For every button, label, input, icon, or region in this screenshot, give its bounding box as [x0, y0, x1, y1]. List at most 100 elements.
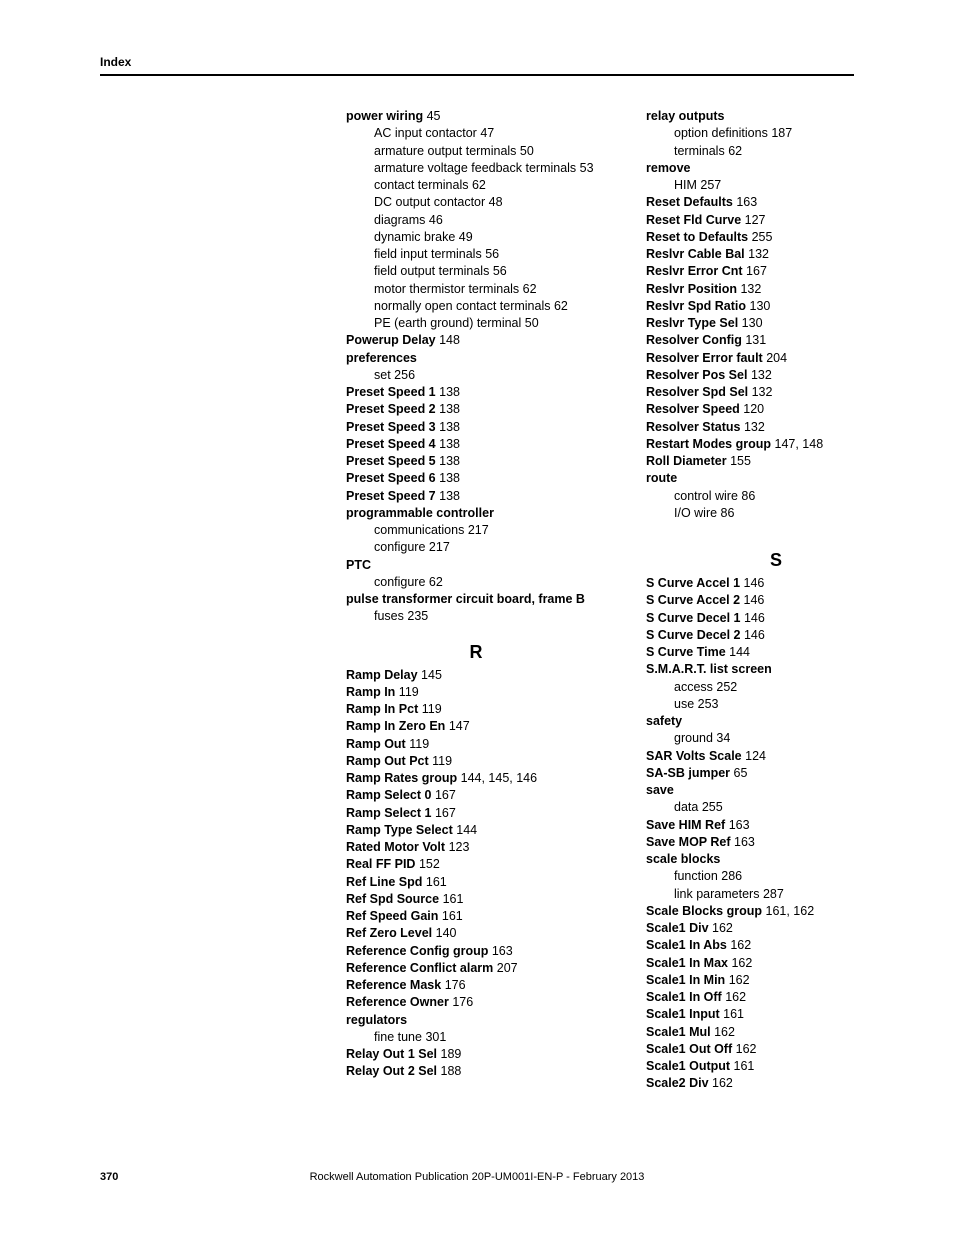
index-entry: Relay Out 2 Sel 188	[346, 1063, 606, 1080]
index-entry: Ref Spd Source 161	[346, 891, 606, 908]
index-subentry: field output terminals 56	[346, 263, 606, 280]
index-subentry: field input terminals 56	[346, 246, 606, 263]
index-columns: power wiring 45 AC input contactor 47 ar…	[346, 108, 906, 1093]
index-entry: Reference Config group 163	[346, 943, 606, 960]
index-subentry: access 252	[646, 679, 906, 696]
index-entry: power wiring 45	[346, 108, 606, 125]
index-subentry: AC input contactor 47	[346, 125, 606, 142]
index-entry: Scale1 Output 161	[646, 1058, 906, 1075]
index-entry: Ramp Out 119	[346, 736, 606, 753]
index-subentry: DC output contactor 48	[346, 194, 606, 211]
index-entry: Roll Diameter 155	[646, 453, 906, 470]
index-entry: Ramp In Zero En 147	[346, 718, 606, 735]
index-entry: Ref Speed Gain 161	[346, 908, 606, 925]
index-entry: S Curve Accel 2 146	[646, 592, 906, 609]
index-entry: Reslvr Spd Ratio 130	[646, 298, 906, 315]
index-entry: Scale Blocks group 161, 162	[646, 903, 906, 920]
index-entry: Reslvr Error Cnt 167	[646, 263, 906, 280]
index-subentry: diagrams 46	[346, 212, 606, 229]
index-subentry: contact terminals 62	[346, 177, 606, 194]
index-subentry: fine tune 301	[346, 1029, 606, 1046]
index-entry: Ramp Rates group 144, 145, 146	[346, 770, 606, 787]
index-entry: Ramp Out Pct 119	[346, 753, 606, 770]
page-number: 370	[100, 1171, 118, 1183]
index-page: 45	[427, 109, 441, 123]
index-entry: Scale1 In Max 162	[646, 955, 906, 972]
index-subentry: communications 217	[346, 522, 606, 539]
index-entry: Resolver Status 132	[646, 419, 906, 436]
index-subentry: set 256	[346, 367, 606, 384]
index-entry: Powerup Delay 148	[346, 332, 606, 349]
section-letter-s: S	[646, 550, 906, 571]
index-entry: Reference Owner 176	[346, 994, 606, 1011]
index-entry: Reset Fld Curve 127	[646, 212, 906, 229]
index-entry: Preset Speed 2 138	[346, 401, 606, 418]
index-entry: Ref Zero Level 140	[346, 925, 606, 942]
index-subentry: armature output terminals 50	[346, 143, 606, 160]
index-subentry: use 253	[646, 696, 906, 713]
index-entry: Preset Speed 5 138	[346, 453, 606, 470]
index-entry: SAR Volts Scale 124	[646, 748, 906, 765]
index-entry: programmable controller	[346, 505, 606, 522]
index-entry: Scale1 In Off 162	[646, 989, 906, 1006]
index-entry: S Curve Decel 1 146	[646, 610, 906, 627]
index-entry: Resolver Pos Sel 132	[646, 367, 906, 384]
page-footer: 370 Rockwell Automation Publication 20P-…	[100, 1171, 854, 1183]
index-subentry: configure 62	[346, 574, 606, 591]
index-subentry: I/O wire 86	[646, 505, 906, 522]
index-subentry: HIM 257	[646, 177, 906, 194]
index-entry: remove	[646, 160, 906, 177]
index-entry: Ramp Delay 145	[346, 667, 606, 684]
index-entry: Scale1 In Abs 162	[646, 937, 906, 954]
index-entry: Reslvr Cable Bal 132	[646, 246, 906, 263]
index-entry: Reset Defaults 163	[646, 194, 906, 211]
index-entry: Ramp Select 1 167	[346, 805, 606, 822]
index-entry: S.M.A.R.T. list screen	[646, 661, 906, 678]
index-entry: Reslvr Position 132	[646, 281, 906, 298]
index-entry: Scale1 Mul 162	[646, 1024, 906, 1041]
index-entry: Scale1 In Min 162	[646, 972, 906, 989]
index-entry: Scale2 Div 162	[646, 1075, 906, 1092]
index-entry: Reslvr Type Sel 130	[646, 315, 906, 332]
index-entry: S Curve Accel 1 146	[646, 575, 906, 592]
index-entry: S Curve Decel 2 146	[646, 627, 906, 644]
index-subentry: PE (earth ground) terminal 50	[346, 315, 606, 332]
index-entry: Resolver Error fault 204	[646, 350, 906, 367]
index-entry: Preset Speed 4 138	[346, 436, 606, 453]
index-entry: Ramp In 119	[346, 684, 606, 701]
index-subentry: terminals 62	[646, 143, 906, 160]
index-entry: Real FF PID 152	[346, 856, 606, 873]
index-entry: Scale1 Out Off 162	[646, 1041, 906, 1058]
index-entry: Rated Motor Volt 123	[346, 839, 606, 856]
index-entry: Preset Speed 1 138	[346, 384, 606, 401]
index-entry: Save MOP Ref 163	[646, 834, 906, 851]
index-entry: Resolver Config 131	[646, 332, 906, 349]
index-subentry: control wire 86	[646, 488, 906, 505]
index-entry: S Curve Time 144	[646, 644, 906, 661]
index-entry: Reference Conflict alarm 207	[346, 960, 606, 977]
index-subentry: function 286	[646, 868, 906, 885]
index-entry: Preset Speed 3 138	[346, 419, 606, 436]
index-entry: scale blocks	[646, 851, 906, 868]
index-entry: Relay Out 1 Sel 189	[346, 1046, 606, 1063]
index-entry: save	[646, 782, 906, 799]
index-entry: pulse transformer circuit board, frame B	[346, 591, 606, 608]
index-entry: Resolver Speed 120	[646, 401, 906, 418]
index-subentry: normally open contact terminals 62	[346, 298, 606, 315]
section-letter-r: R	[346, 642, 606, 663]
index-entry: PTC	[346, 557, 606, 574]
index-subentry: option definitions 187	[646, 125, 906, 142]
index-subentry: configure 217	[346, 539, 606, 556]
index-subentry: armature voltage feedback terminals 53	[346, 160, 606, 177]
index-entry: Ref Line Spd 161	[346, 874, 606, 891]
index-entry: Scale1 Div 162	[646, 920, 906, 937]
index-subentry: data 255	[646, 799, 906, 816]
index-term: power wiring	[346, 109, 423, 123]
index-entry: Ramp In Pct 119	[346, 701, 606, 718]
index-subentry: motor thermistor terminals 62	[346, 281, 606, 298]
index-entry: Scale1 Input 161	[646, 1006, 906, 1023]
index-entry: safety	[646, 713, 906, 730]
index-entry: Reset to Defaults 255	[646, 229, 906, 246]
publication-info: Rockwell Automation Publication 20P-UM00…	[310, 1171, 645, 1183]
header-rule	[100, 74, 854, 76]
